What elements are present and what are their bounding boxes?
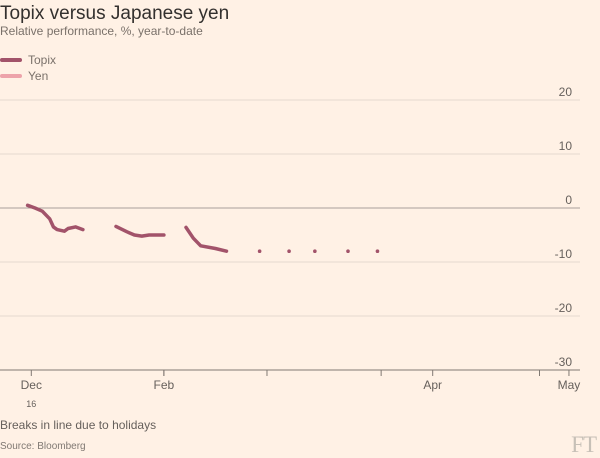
- legend-swatch-yen: [0, 74, 22, 78]
- x-tick-label: Dec: [21, 378, 42, 392]
- series-point-topix: [313, 249, 317, 253]
- series-point-topix: [375, 249, 380, 253]
- legend: Topix Yen: [0, 52, 56, 84]
- chart-subtitle: Relative performance, %, year-to-date: [0, 24, 203, 38]
- y-tick-label: 20: [559, 85, 573, 99]
- chart-title: Topix versus Japanese yen: [0, 3, 230, 24]
- legend-label-yen: Yen: [28, 69, 49, 83]
- x-tick-label: Feb: [154, 378, 175, 392]
- chart-source: Source: Bloomberg: [0, 441, 86, 452]
- series-line-topix: [184, 225, 229, 253]
- y-tick-label: -30: [555, 355, 573, 369]
- x-tick-label: May: [558, 378, 581, 392]
- y-tick-label: -10: [555, 247, 573, 261]
- legend-label-topix: Topix: [28, 53, 57, 67]
- chart-note: Breaks in line due to holidays: [0, 418, 157, 432]
- legend-item-yen: Yen: [0, 68, 56, 84]
- series-point-topix: [346, 249, 350, 253]
- x-tick-sublabel: 16: [26, 399, 36, 409]
- series-point-topix: [257, 249, 262, 253]
- series-point-topix: [287, 249, 291, 253]
- ft-logo: FT: [571, 432, 597, 457]
- series-line-topix: [25, 203, 85, 233]
- legend-item-topix: Topix: [0, 52, 56, 68]
- y-tick-label: 10: [559, 139, 573, 153]
- series-line-topix: [114, 224, 166, 238]
- legend-swatch-topix: [0, 58, 22, 62]
- y-tick-label: 0: [565, 193, 572, 207]
- x-tick-label: Apr: [423, 378, 442, 392]
- y-tick-label: -20: [555, 301, 573, 315]
